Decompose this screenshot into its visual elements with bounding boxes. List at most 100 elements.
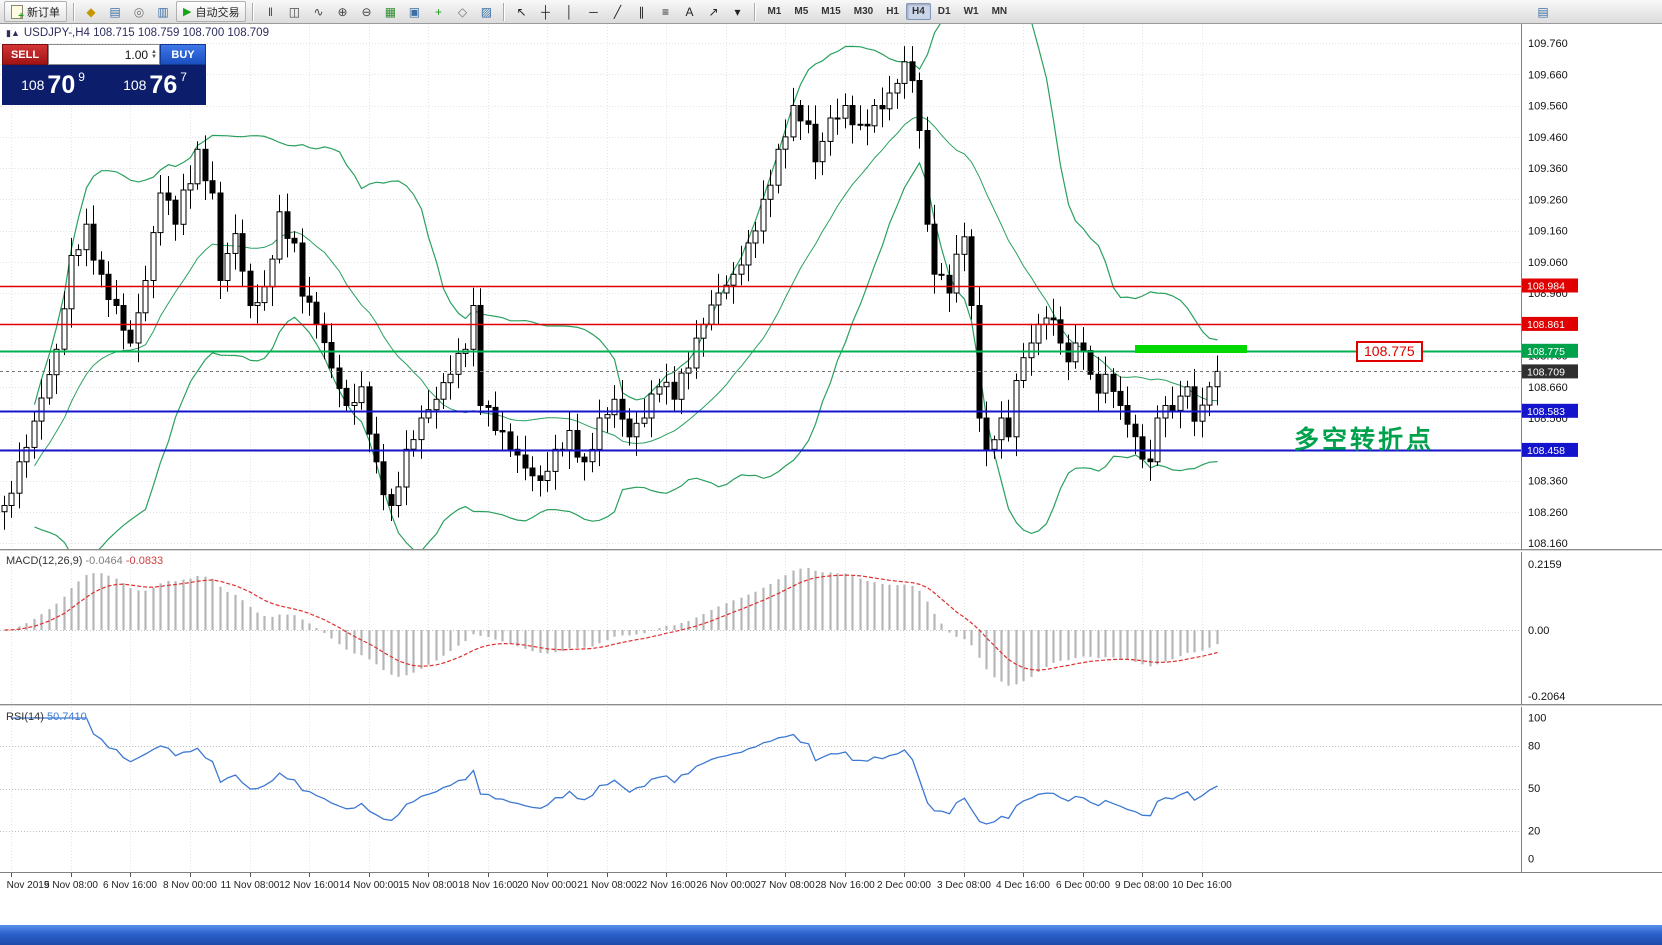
price-tick: 109.060 (1528, 257, 1568, 269)
time-tick: 12 Nov 16:00 (279, 880, 339, 891)
price-tick: 109.160 (1528, 226, 1568, 238)
fibonacci-icon[interactable]: ≡ (661, 4, 669, 19)
time-tick-mark (71, 873, 72, 877)
price-tag: 108.984 (1527, 281, 1565, 293)
templates-icon[interactable]: ▨ (480, 4, 493, 19)
stepper-down-icon[interactable]: ▼ (151, 53, 157, 60)
time-tick-mark (607, 873, 608, 877)
new-order-button[interactable]: 新订单 (4, 1, 67, 22)
time-tick: 28 Nov 16:00 (815, 880, 875, 891)
macd-label: MACD(12,26,9) -0.0464 -0.0833 (6, 555, 164, 567)
text-icon[interactable]: A (685, 4, 694, 19)
autotrading-label: 自动交易 (195, 6, 240, 19)
time-tick-mark (369, 873, 370, 877)
time-tick: 4 Dec 16:00 (996, 880, 1050, 891)
bar-chart-icon[interactable]: ‖ (267, 4, 273, 19)
line-chart-icon[interactable]: ∿ (313, 4, 324, 19)
rsi-tick: 20 (1528, 825, 1540, 837)
time-tick-mark (190, 873, 191, 877)
macd-tick: 0.00 (1528, 625, 1549, 637)
macd-panel[interactable]: 0.2159 0.00 -0.2064 (0, 552, 1662, 704)
time-tick-mark (726, 873, 727, 877)
time-tick: Nov 2019 (6, 880, 50, 891)
time-tick: 10 Dec 16:00 (1172, 880, 1232, 891)
navigator-icon[interactable]: ◎ (133, 4, 145, 19)
arrows-icon[interactable]: ↗ (708, 4, 719, 19)
periods-icon[interactable]: ◇ (457, 4, 468, 19)
symbol-ohlc-header: ▮▲ USDJPY-,H4 108.715 108.759 108.700 10… (6, 27, 269, 39)
time-tick: 20 Nov 00:00 (517, 880, 577, 891)
rsi-panel[interactable]: 100 80 50 20 0 (0, 707, 1662, 872)
toolbar-separator (503, 2, 505, 21)
macd-tick: 0.2159 (1528, 559, 1562, 571)
time-tick: 9 Dec 08:00 (1115, 880, 1169, 891)
main-chart[interactable]: 109.760 109.660 109.560 109.460 109.360 109.2… (0, 24, 1662, 549)
cascade-windows-icon[interactable]: ▣ (408, 4, 421, 19)
chart-window-icon[interactable]: ▤ (1537, 4, 1549, 19)
time-tick-mark (428, 873, 429, 877)
price-tick: 108.260 (1528, 507, 1568, 519)
timeframe-m1[interactable]: M1 (767, 6, 782, 17)
channel-icon[interactable]: ∥ (638, 4, 645, 19)
price-tick: 109.260 (1528, 194, 1568, 206)
volume-stepper[interactable]: ▲ ▼ (151, 48, 157, 60)
price-callout-label[interactable]: 108.775 (1356, 341, 1423, 362)
trendline-icon[interactable]: ╱ (613, 4, 622, 19)
buy-price[interactable]: 108 76 7 (123, 70, 187, 99)
timeframe-h1[interactable]: H1 (886, 6, 899, 17)
autotrading-button[interactable]: ▶ 自动交易 (176, 1, 247, 22)
vertical-line-icon[interactable]: │ (565, 4, 574, 19)
time-tick: 21 Nov 08:00 (577, 880, 637, 891)
indicators-icon[interactable]: + (434, 4, 442, 19)
timeframe-m5[interactable]: M5 (794, 6, 809, 17)
time-tick-mark (11, 873, 12, 877)
zoom-in-icon[interactable]: ⊕ (337, 4, 348, 19)
timeframe-m15[interactable]: M15 (821, 6, 841, 17)
time-tick: 27 Nov 08:00 (755, 880, 815, 891)
time-tick: 3 Dec 08:00 (937, 880, 991, 891)
macd-signal-line (4, 574, 1218, 671)
stepper-up-icon[interactable]: ▲ (151, 48, 157, 55)
timeframe-w1[interactable]: W1 (963, 6, 979, 17)
panel-divider[interactable] (0, 704, 1662, 707)
candlestick-chart-icon[interactable]: ◫ (288, 4, 301, 19)
volume-input[interactable]: 1.00 ▲ ▼ (48, 44, 160, 65)
taskbar[interactable] (0, 925, 1662, 945)
rsi-tick: 100 (1528, 713, 1546, 725)
time-tick-mark (845, 873, 846, 877)
rsi-line (11, 717, 1218, 825)
timeframe-h4[interactable]: H4 (905, 3, 931, 20)
price-tick: 109.560 (1528, 101, 1568, 113)
data-window-icon[interactable]: ▤ (109, 4, 121, 19)
macd-histogram (10, 568, 1219, 686)
sell-button[interactable]: SELL (2, 44, 48, 65)
annotation-text[interactable]: 多空转折点 (1294, 426, 1435, 454)
price-tick: 108.160 (1528, 538, 1568, 549)
time-axis[interactable]: Nov 2019 5 Nov 08:00 6 Nov 16:00 8 Nov 00:0… (0, 872, 1662, 896)
time-tick-mark (1083, 873, 1084, 877)
green-highlight-segment[interactable] (1135, 345, 1247, 353)
rsi-tick: 80 (1528, 741, 1540, 753)
time-tick: 14 Nov 00:00 (339, 880, 399, 891)
crosshair-icon[interactable]: ┼ (541, 4, 550, 19)
market-watch-icon[interactable]: ◆ (86, 4, 96, 19)
time-tick-mark (1023, 873, 1024, 877)
timeframe-d1[interactable]: D1 (937, 6, 951, 17)
autotrading-play-icon: ▶ (183, 6, 192, 18)
sell-price[interactable]: 108 70 9 (21, 70, 85, 99)
terminal-icon[interactable]: ▥ (157, 4, 169, 19)
timeframe-mn[interactable]: MN (991, 6, 1008, 17)
time-tick-mark (130, 873, 131, 877)
zoom-out-icon[interactable]: ⊖ (361, 4, 372, 19)
tile-windows-icon[interactable]: ▦ (384, 4, 397, 19)
timeframe-m30[interactable]: M30 (853, 6, 874, 17)
buy-button[interactable]: BUY (160, 44, 206, 65)
panel-divider[interactable] (0, 549, 1662, 552)
horizontal-line-icon[interactable]: ─ (589, 4, 598, 19)
shapes-icon[interactable]: ▾ (734, 4, 741, 19)
cursor-icon[interactable]: ↖ (516, 4, 527, 19)
price-tick: 108.360 (1528, 476, 1568, 488)
toolbar-separator (252, 2, 254, 21)
price-tick: 108.660 (1528, 382, 1568, 394)
